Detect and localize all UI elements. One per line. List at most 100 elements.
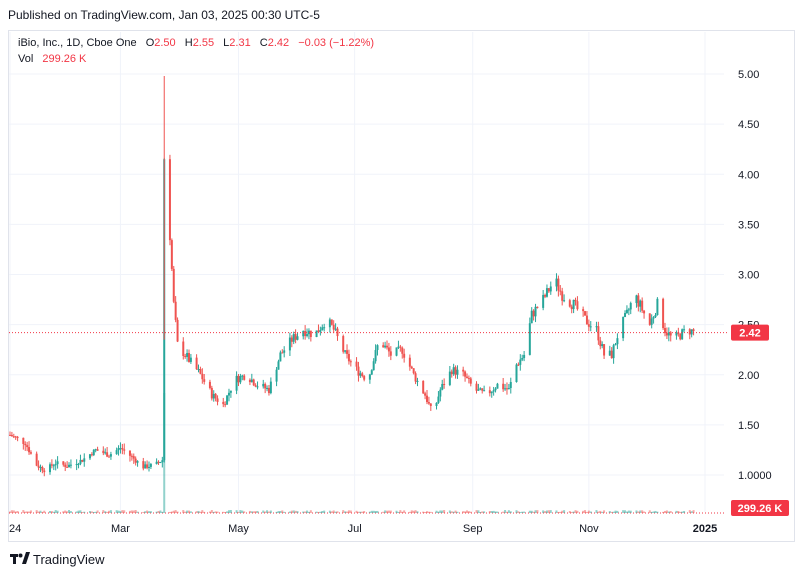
candle-body [123, 449, 126, 451]
volume-bar [572, 511, 575, 513]
candle-body [483, 390, 486, 392]
candle-body [545, 288, 548, 297]
candle-body [94, 449, 97, 451]
volume-bar [132, 510, 135, 513]
candle-body [279, 352, 282, 362]
volume-bar [395, 510, 398, 513]
volume-bar [315, 511, 318, 513]
volume-bar [452, 511, 455, 513]
candle-body [439, 389, 442, 397]
volume-bar [507, 510, 510, 513]
volume-bar [614, 510, 617, 513]
candle-body [182, 341, 185, 356]
volume-bar [176, 511, 179, 513]
candle-body [56, 461, 59, 465]
volume-bar [502, 511, 505, 513]
footer-brand[interactable]: TradingView [33, 552, 105, 568]
volume-bar [254, 511, 257, 513]
candle-body [296, 336, 299, 340]
candle-body [226, 395, 229, 405]
candle-body [294, 334, 297, 340]
candle-body [410, 366, 413, 369]
volume-bar [197, 510, 200, 513]
candle-body [479, 388, 482, 390]
volume-bar [102, 510, 105, 513]
volume-bar [216, 511, 219, 513]
candle-body [104, 452, 107, 454]
volume-bar [222, 511, 225, 513]
legend-open-value: 2.50 [154, 37, 176, 49]
volume-bar [549, 510, 552, 513]
volume-bar [22, 510, 25, 513]
volume-bar [488, 511, 491, 513]
volume-bar [224, 511, 227, 513]
candle-body [521, 357, 524, 360]
candle-body [612, 345, 615, 359]
candle-body [117, 448, 120, 451]
candle-body [523, 354, 526, 358]
candle-body [168, 159, 171, 241]
tradingview-logo-icon[interactable] [10, 552, 30, 567]
volume-bar [252, 511, 255, 513]
volume-bar [39, 510, 42, 513]
candle-body [88, 454, 91, 459]
volume-bar [399, 510, 402, 513]
candle-body [505, 388, 508, 390]
volume-bar [136, 511, 139, 513]
volume-bar [256, 510, 259, 513]
candle-body [349, 361, 352, 363]
candle-body [559, 290, 562, 292]
candle-body [39, 466, 42, 468]
candle-body [26, 445, 29, 448]
candle-body [625, 309, 628, 314]
candle-body [635, 295, 638, 304]
candle-body [90, 454, 93, 456]
volume-bar [547, 510, 550, 513]
volume-bar [667, 511, 670, 513]
candle-body [148, 466, 150, 468]
volume-bar [290, 510, 293, 513]
candle-body [570, 306, 573, 310]
candle-body [650, 318, 653, 325]
candle-body [616, 338, 619, 345]
candle-body [587, 324, 590, 327]
volume-bar [376, 510, 379, 513]
candle-body [496, 383, 499, 389]
x-tick-label: Mar [111, 523, 130, 535]
candle-body [372, 361, 375, 371]
candle-body [176, 319, 179, 342]
candle-body [563, 300, 566, 302]
volume-bar [275, 511, 278, 513]
candle-body [288, 337, 291, 351]
volume-bar [195, 511, 198, 513]
volume-bar [184, 511, 187, 513]
volume-bar [648, 510, 651, 513]
volume-tag [731, 500, 789, 516]
candle-body [475, 383, 478, 391]
candle-body [643, 310, 646, 314]
volume-bar [616, 510, 619, 513]
volume-bar [250, 511, 253, 513]
chart-frame[interactable] [8, 30, 795, 542]
candle-body [10, 434, 13, 437]
candle-body [144, 464, 147, 469]
candle-body [549, 286, 552, 292]
volume-bar [515, 510, 518, 513]
volume-bar [641, 510, 644, 513]
volume-bar [281, 510, 284, 513]
candle-body [347, 353, 350, 362]
volume-bar [643, 511, 646, 513]
candle-body [214, 393, 217, 399]
volume-bar [186, 510, 189, 513]
candle-body [648, 313, 651, 325]
header-bar: Published on TradingView.com, Jan 03, 20… [0, 0, 804, 30]
candle-body [108, 456, 111, 458]
volume-bar [690, 511, 693, 513]
candle-body [389, 351, 392, 356]
volume-bar [681, 511, 684, 513]
volume-bar [542, 510, 545, 513]
volume-bar [146, 510, 149, 513]
candle-body [534, 306, 537, 317]
candle-body [50, 464, 53, 466]
